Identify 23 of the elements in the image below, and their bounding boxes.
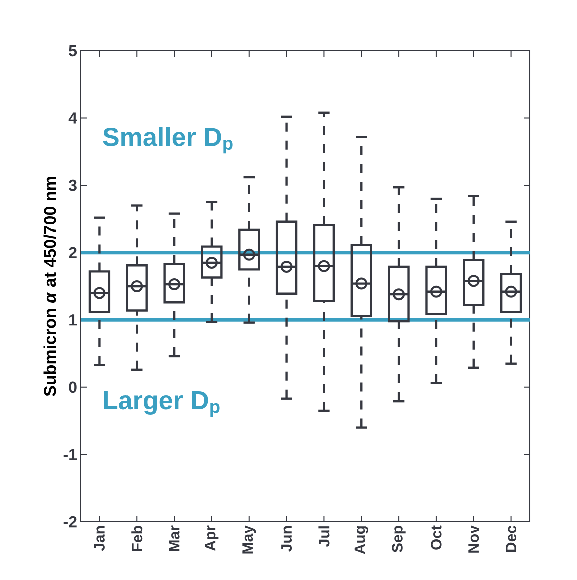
x-tick-label: Jan: [94, 526, 105, 552]
y-axis-title: Submicron α at 450/700 nm: [44, 177, 56, 396]
x-tick-label: Jun: [282, 526, 292, 552]
y-tick-label: 1: [70, 314, 78, 326]
y-tick-label: -2: [64, 516, 77, 528]
annotation: Smaller D$_{p}$: [103, 127, 233, 154]
x-tick-label: Apr: [205, 526, 219, 551]
x-tick-label: Nov: [468, 526, 480, 553]
x-tick-label: Mar: [169, 526, 180, 552]
y-tick-label: 4: [68, 112, 78, 124]
x-tick-label: May: [242, 526, 256, 554]
x-tick-label: Aug: [354, 526, 368, 554]
x-tick-label: Oct: [431, 526, 442, 550]
y-tick-label: 3: [68, 180, 77, 192]
x-tick-label: Sep: [392, 526, 406, 553]
y-tick-label: 2: [69, 247, 77, 258]
x-tick-label: Jul: [318, 526, 330, 547]
y-tick-label: 0: [69, 382, 77, 394]
annotation: Larger D$_{p}$: [104, 392, 220, 417]
y-tick-label: 5: [69, 45, 78, 57]
x-tick-label: Dec: [506, 526, 517, 552]
x-tick-label: Feb: [132, 526, 143, 552]
y-tick-label: -1: [64, 449, 78, 460]
